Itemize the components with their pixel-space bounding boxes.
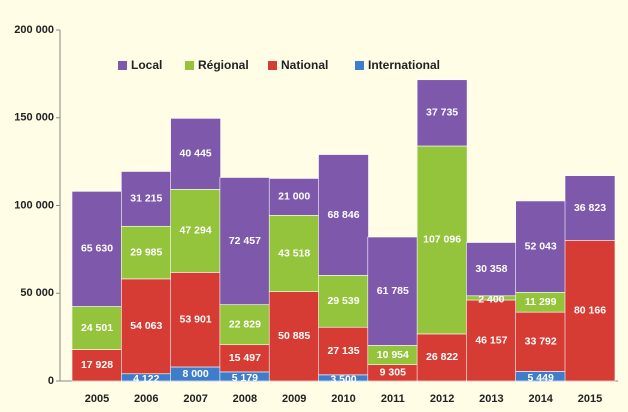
bar-segment [170,272,221,368]
data-label: 31 215 [130,193,162,205]
data-label: 4 122 [133,373,159,385]
bar-segment [318,154,369,276]
data-label: 15 497 [229,352,261,364]
data-label: 8 000 [182,368,208,380]
bar-segment [367,236,419,346]
bar-segment [268,178,320,216]
data-label: 10 954 [377,349,409,361]
x-tick-label: 2015 [578,393,602,405]
data-label: 3 500 [330,374,356,386]
bar-segment [515,311,567,372]
bar-segment [121,171,172,227]
data-label: 29 985 [130,246,162,258]
data-label: 30 358 [475,263,507,275]
x-tick-label: 2008 [233,393,257,405]
x-tick-label: 2006 [134,393,158,405]
legend-label: Régional [198,58,249,72]
data-label: 5 449 [528,372,554,384]
legend-swatch [268,61,277,70]
data-label: 33 792 [525,336,557,348]
data-label: 43 518 [278,247,310,259]
x-tick-label: 2010 [331,393,355,405]
bar-segment [466,242,517,297]
bar-segment [318,326,369,376]
bar-segment [515,200,567,293]
legend-label: Local [131,58,162,72]
data-label: 54 063 [130,320,162,332]
bar-segment [219,304,271,346]
bar-segment [268,215,320,292]
x-tick-label: 2005 [85,393,109,405]
data-label: 65 630 [81,243,113,255]
bar-segment [121,225,172,280]
legend-swatch [355,61,364,70]
data-label: 80 166 [574,304,606,316]
data-label: 37 735 [426,107,458,119]
data-label: 107 096 [423,234,461,246]
x-tick-label: 2013 [479,393,503,405]
bar-segment [170,118,221,190]
data-label: 52 043 [525,240,557,252]
legend-swatch [118,61,127,70]
data-label: 2 400 [478,294,504,306]
y-tick-label: 50 000 [20,287,54,299]
x-tick-label: 2012 [430,393,454,405]
data-label: 40 445 [180,148,212,160]
data-label: 21 000 [278,191,310,203]
data-label: 17 928 [81,359,113,371]
y-tick-label: 100 000 [14,199,54,211]
data-label: 22 829 [229,318,261,330]
data-label: 53 901 [180,313,212,325]
bar-segment [416,79,468,147]
data-label: 5 179 [232,372,258,384]
data-label: 72 457 [229,235,261,247]
legend-swatch [185,61,194,70]
y-tick-label: 0 [48,375,54,387]
data-label: 68 846 [327,209,359,221]
data-label: 46 157 [475,334,507,346]
data-label: 9 305 [380,367,406,379]
data-label: 36 823 [574,202,606,214]
x-tick-label: 2011 [381,393,405,405]
y-tick-label: 200 000 [14,24,54,36]
bar-segment [564,175,616,241]
bar-segment [170,189,221,273]
bar-segment [219,344,271,373]
x-tick-label: 2009 [282,393,306,405]
bar-segment [121,278,172,375]
data-label: 61 785 [377,285,409,297]
bar-segment [318,275,369,328]
bar-segment [219,177,271,305]
x-tick-label: 2014 [528,393,553,405]
data-label: 50 885 [278,330,310,342]
bar-segment [416,145,468,335]
bar-segment [71,191,123,307]
data-label: 29 539 [327,295,359,307]
bar-segment [268,291,320,382]
data-label: 24 501 [81,322,113,334]
bar-segment [71,306,123,350]
data-label: 11 299 [525,296,557,308]
data-label: 47 294 [180,225,212,237]
bar-segment [416,333,468,382]
legend-label: National [281,58,328,72]
y-tick-label: 150 000 [14,112,54,124]
legend-label: International [368,58,440,72]
data-label: 27 135 [327,345,359,357]
x-tick-label: 2007 [183,393,207,405]
data-label: 26 822 [426,351,458,363]
